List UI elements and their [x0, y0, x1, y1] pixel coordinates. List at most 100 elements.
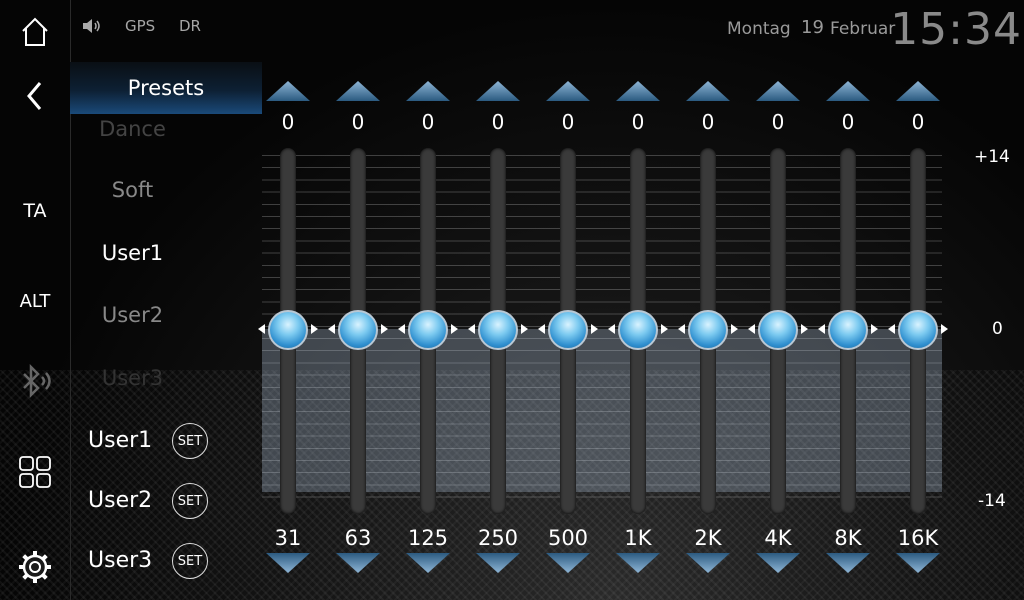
- preset-soft[interactable]: Soft: [111, 178, 154, 202]
- scale-mid-label: 0: [992, 319, 1003, 339]
- bluetooth-audio-icon: [23, 363, 51, 399]
- arrow-up-icon: [546, 81, 590, 101]
- eq-band-frequency: 2K: [694, 526, 722, 550]
- set-user3-button[interactable]: SET: [172, 543, 208, 579]
- back-icon: [27, 82, 42, 110]
- eq-increase-button[interactable]: [896, 81, 940, 101]
- eq-slider-knob[interactable]: [828, 310, 868, 350]
- eq-decrease-button[interactable]: [546, 553, 590, 573]
- arrow-down-icon: [546, 553, 590, 573]
- eq-decrease-button[interactable]: [616, 553, 660, 573]
- eq-fill-area: [262, 329, 942, 492]
- set-user1-button[interactable]: SET: [172, 423, 208, 459]
- eq-increase-button[interactable]: [336, 81, 380, 101]
- eq-increase-button[interactable]: [686, 81, 730, 101]
- ta-button[interactable]: TA: [23, 200, 47, 222]
- eq-slider-knob[interactable]: [268, 310, 308, 350]
- gps-status: GPS: [125, 17, 156, 35]
- eq-band-frequency: 500: [547, 526, 589, 550]
- clock: 15:34: [890, 4, 1022, 55]
- eq-band-value: 0: [561, 110, 575, 134]
- bluetooth-button[interactable]: [0, 360, 70, 406]
- arrow-down-icon: [406, 553, 450, 573]
- date-number: 19: [801, 17, 824, 38]
- eq-decrease-button[interactable]: [826, 553, 870, 573]
- eq-band-value: 0: [701, 110, 715, 134]
- arrow-up-icon: [266, 81, 310, 101]
- presets-header: Presets: [70, 62, 262, 114]
- eq-band-frequency: 1K: [624, 526, 652, 550]
- eq-slider-knob[interactable]: [338, 310, 378, 350]
- eq-slider-knob[interactable]: [758, 310, 798, 350]
- eq-slider-knob[interactable]: [408, 310, 448, 350]
- settings-button[interactable]: [0, 547, 70, 587]
- eq-decrease-button[interactable]: [266, 553, 310, 573]
- user-slot-label: User1: [88, 428, 153, 453]
- eq-slider-knob[interactable]: [688, 310, 728, 350]
- preset-user2[interactable]: User2: [101, 303, 164, 327]
- speaker-icon[interactable]: [82, 17, 102, 35]
- knob-arrows-icon: [258, 324, 318, 334]
- home-icon: [22, 17, 48, 46]
- apps-button[interactable]: [0, 452, 70, 492]
- eq-increase-button[interactable]: [546, 81, 590, 101]
- eq-decrease-button[interactable]: [896, 553, 940, 573]
- scale-min-label: -14: [978, 491, 1006, 511]
- arrow-up-icon: [476, 81, 520, 101]
- arrow-down-icon: [896, 553, 940, 573]
- preset-user1[interactable]: User1: [101, 241, 164, 265]
- eq-slider-knob[interactable]: [898, 310, 938, 350]
- eq-decrease-button[interactable]: [756, 553, 800, 573]
- eq-band-value: 0: [421, 110, 435, 134]
- knob-arrows-icon: [748, 324, 808, 334]
- eq-band-frequency: 31: [274, 526, 302, 550]
- eq-band-frequency: 4K: [764, 526, 792, 550]
- eq-increase-button[interactable]: [826, 81, 870, 101]
- arrow-up-icon: [686, 81, 730, 101]
- eq-increase-button[interactable]: [266, 81, 310, 101]
- knob-arrows-icon: [888, 324, 948, 334]
- arrow-up-icon: [826, 81, 870, 101]
- knob-arrows-icon: [678, 324, 738, 334]
- home-button[interactable]: [0, 14, 70, 50]
- knob-arrows-icon: [468, 324, 528, 334]
- eq-decrease-button[interactable]: [686, 553, 730, 573]
- eq-slider-knob[interactable]: [478, 310, 518, 350]
- knob-arrows-icon: [398, 324, 458, 334]
- set-user2-button[interactable]: SET: [172, 483, 208, 519]
- eq-band-value: 0: [771, 110, 785, 134]
- eq-band-value: 0: [631, 110, 645, 134]
- eq-band-value: 0: [281, 110, 295, 134]
- dr-status: DR: [179, 17, 201, 35]
- eq-increase-button[interactable]: [406, 81, 450, 101]
- knob-arrows-icon: [818, 324, 878, 334]
- preset-user3[interactable]: User3: [101, 366, 164, 390]
- eq-slider-knob[interactable]: [548, 310, 588, 350]
- gear-icon: [19, 551, 51, 583]
- eq-increase-button[interactable]: [476, 81, 520, 101]
- arrow-down-icon: [686, 553, 730, 573]
- arrow-up-icon: [616, 81, 660, 101]
- eq-band-value: 0: [911, 110, 925, 134]
- apps-grid-icon: [19, 456, 51, 488]
- arrow-up-icon: [406, 81, 450, 101]
- eq-decrease-button[interactable]: [336, 553, 380, 573]
- eq-band-value: 0: [351, 110, 365, 134]
- eq-band-frequency: 125: [407, 526, 449, 550]
- eq-slider-knob[interactable]: [618, 310, 658, 350]
- arrow-down-icon: [826, 553, 870, 573]
- preset-dance[interactable]: Dance: [99, 117, 166, 141]
- eq-decrease-button[interactable]: [476, 553, 520, 573]
- arrow-down-icon: [616, 553, 660, 573]
- alt-button[interactable]: ALT: [19, 290, 51, 312]
- date-month: Februar: [830, 19, 896, 39]
- knob-arrows-icon: [328, 324, 388, 334]
- left-nav-bar: TA ALT: [0, 0, 71, 600]
- back-button[interactable]: [0, 78, 70, 114]
- arrow-down-icon: [266, 553, 310, 573]
- eq-decrease-button[interactable]: [406, 553, 450, 573]
- eq-band-value: 0: [841, 110, 855, 134]
- eq-increase-button[interactable]: [756, 81, 800, 101]
- user-slot-label: User3: [88, 548, 153, 573]
- eq-increase-button[interactable]: [616, 81, 660, 101]
